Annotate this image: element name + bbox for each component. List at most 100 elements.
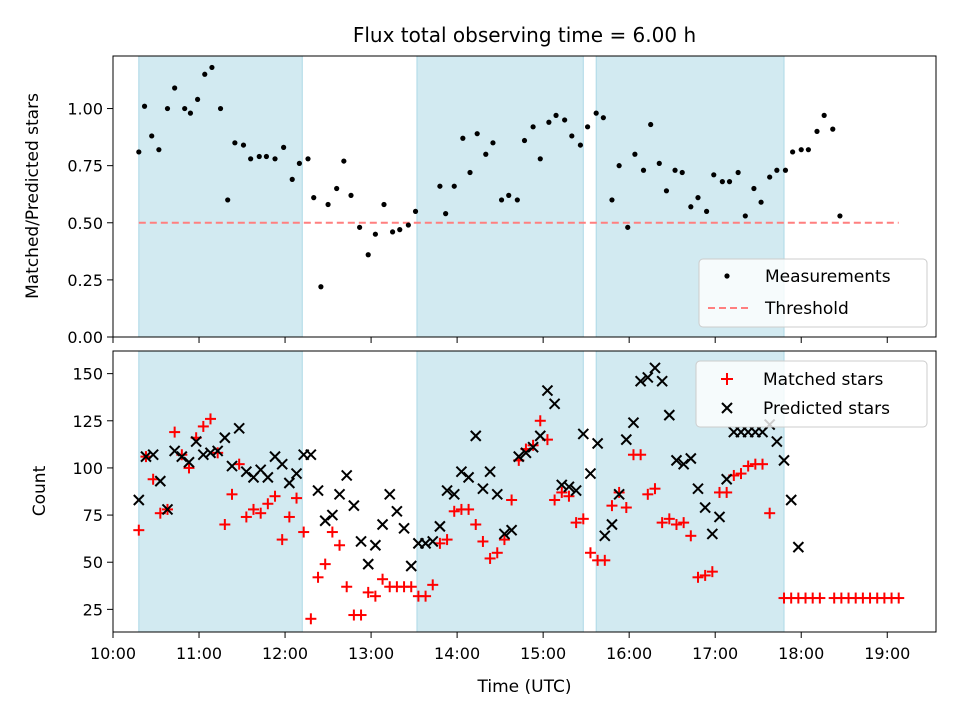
matched-point-75 [670, 519, 682, 531]
predicted-point-38 [405, 560, 417, 572]
predicted-point-46-b [462, 471, 475, 484]
predicted-point-78-b [692, 482, 704, 495]
predicted-point-53-b [513, 450, 525, 463]
predicted-point-91-b [785, 494, 797, 506]
predicted-point-44-b [448, 488, 460, 501]
top-legend-box [698, 258, 928, 328]
predicted-point-28 [333, 488, 346, 501]
measurement-point-46 [506, 192, 512, 198]
matched-point-27 [326, 526, 338, 538]
matched-point-71 [642, 488, 654, 500]
predicted-point-77-b [685, 452, 697, 465]
measurement-point-64 [648, 121, 654, 128]
bottom-ytick-label-5: 150 [72, 365, 103, 384]
matched-point-22 [291, 492, 303, 504]
predicted-point-3-b [154, 475, 167, 487]
predicted-point-12 [219, 432, 231, 444]
measurement-point-66 [663, 188, 670, 194]
predicted-point-6-b [176, 450, 188, 463]
predicted-point-0 [133, 494, 145, 506]
measurement-point-55 [577, 142, 584, 148]
predicted-point-68 [620, 433, 633, 446]
predicted-point-57 [541, 384, 554, 397]
predicted-point-2-b [147, 449, 159, 461]
predicted-point-27 [326, 509, 339, 521]
predicted-point-46 [462, 471, 475, 484]
matched-point-94 [814, 592, 826, 604]
predicted-point-15 [240, 465, 253, 478]
predicted-point-4 [161, 503, 174, 516]
predicted-point-27-b [326, 509, 339, 521]
predicted-point-75-b [670, 454, 683, 467]
predicted-point-61 [570, 484, 582, 497]
matched-point-41 [427, 579, 439, 591]
matched-point-42 [434, 537, 446, 549]
top-ytick-label-0: 0.00 [67, 328, 103, 347]
predicted-point-42 [434, 520, 446, 533]
matched-point-51 [498, 534, 510, 546]
matched-point-88 [764, 507, 776, 519]
predicted-point-48-b [477, 482, 489, 495]
measurement-point-50 [537, 156, 543, 162]
measurement-point-79 [767, 174, 773, 180]
measurement-point-26 [334, 185, 340, 192]
top-shaded-interval-1 [416, 55, 584, 338]
measurement-point-88 [837, 213, 843, 219]
measurement-point-63 [640, 167, 647, 173]
measurement-point-45 [498, 197, 505, 203]
predicted-point-10-b [204, 447, 217, 459]
matched-point-46 [463, 503, 475, 515]
predicted-point-71 [642, 371, 654, 384]
predicted-point-69 [627, 416, 640, 429]
measurement-point-41 [467, 169, 473, 176]
measurement-point-83 [798, 147, 804, 153]
predicted-point-14-b [233, 422, 245, 435]
predicted-point-20 [276, 458, 288, 470]
matched-point-17 [255, 507, 267, 519]
measurement-point-8 [194, 96, 201, 103]
predicted-point-77 [685, 452, 697, 465]
bottom-shaded-intervals [138, 350, 785, 633]
matched-point-9 [197, 420, 209, 432]
matched-point-72 [649, 483, 661, 495]
measurement-point-11 [217, 105, 224, 112]
predicted-point-65-b [599, 530, 611, 542]
predicted-point-45-b [455, 465, 468, 478]
predicted-point-63-b [584, 467, 597, 480]
predicted-point-43-b [441, 484, 453, 497]
predicted-point-79-b [699, 501, 711, 514]
matched-point-66 [606, 500, 618, 512]
predicted-point-55 [527, 441, 539, 453]
top-y-ticks: 0.00 0.25 0.50 0.75 1.00 [67, 100, 113, 347]
measurement-point-32 [381, 201, 387, 208]
top-ytick-label-1: 0.25 [67, 271, 103, 290]
matched-point-70 [635, 449, 647, 461]
matched-point-61 [570, 517, 582, 529]
predicted-point-91 [785, 494, 797, 506]
predicted-point-73 [656, 375, 668, 387]
measurement-point-31 [372, 231, 378, 237]
predicted-point-11 [211, 445, 224, 457]
matched-point-12 [219, 519, 231, 531]
predicted-point-41-b [427, 535, 439, 548]
predicted-point-22 [290, 467, 303, 480]
matched-point-55 [527, 439, 539, 451]
predicted-point-71-b [642, 371, 654, 384]
predicted-point-5 [168, 445, 181, 457]
matched-point-0 [133, 524, 145, 536]
predicted-point-22-b [290, 467, 303, 480]
matched-point-59 [556, 486, 568, 498]
measurement-point-47 [514, 197, 520, 203]
measurement-point-67 [672, 167, 678, 173]
predicted-point-82 [720, 473, 733, 485]
matched-point-77 [685, 530, 697, 542]
predicted-point-81 [713, 511, 726, 523]
predicted-point-42-b [434, 520, 446, 533]
measurement-point-27 [341, 158, 347, 164]
measurement-point-71 [703, 208, 710, 214]
measurement-point-77 [751, 185, 757, 192]
matched-point-84 [735, 468, 747, 480]
predicted-point-49 [484, 465, 496, 478]
predicted-point-55-b [527, 441, 539, 453]
bottom-xtick-label-0: 10:00 [90, 644, 136, 663]
